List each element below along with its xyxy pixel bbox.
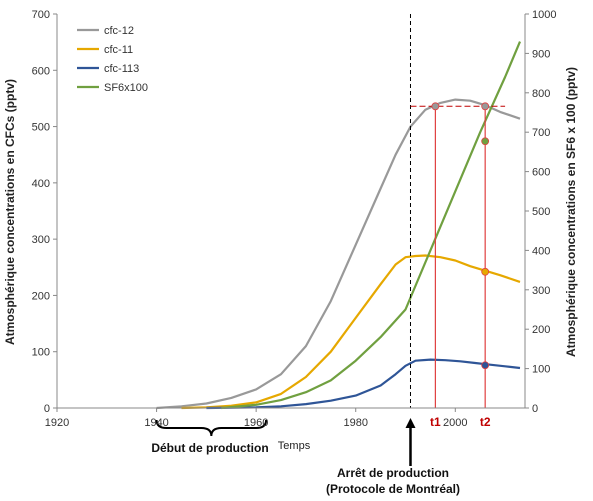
y-right-tick-label: 200: [532, 324, 550, 336]
y-right-tick-label: 500: [532, 206, 550, 218]
x-tick-label: 2000: [443, 417, 467, 429]
y-left-tick-label: 700: [32, 9, 50, 21]
legend-label: cfc-11: [104, 44, 133, 56]
production-start-brace: [155, 419, 268, 437]
y-axis-right-title: Atmosphérique concentrations en SF6 x 10…: [564, 67, 578, 357]
y-right-tick-label: 800: [532, 88, 550, 100]
series-line-sf6x100: [221, 41, 522, 410]
legend: cfc-12 cfc-11 cfc-113 SF6x100: [77, 25, 148, 94]
y-left-tick-label: 300: [32, 234, 50, 246]
y-right-tick-label: 400: [532, 245, 550, 257]
production-start-label: Début de production: [151, 441, 268, 455]
y-left-tick-label: 400: [32, 178, 50, 190]
y-axis-left-title: Atmosphérique concentrations en CFCs (pp…: [3, 79, 17, 345]
x-tick-label: 1920: [45, 417, 69, 429]
y-left-tick-label: 200: [32, 290, 50, 302]
legend-label: cfc-12: [104, 25, 134, 37]
axes-layer: 0 100 200 300 400 500 600 700 0 100 200 300 400 500 60…: [32, 9, 557, 429]
production-stop-label-line2: (Protocole de Montréal): [326, 482, 460, 496]
legend-label: SF6x100: [104, 82, 148, 94]
t1-label: t1: [430, 415, 441, 429]
series-line-cfc-12: [156, 98, 521, 410]
x-axis-title: Temps: [278, 440, 311, 452]
y-right-tick-label: 900: [532, 48, 550, 60]
y-left-tick-label: 500: [32, 122, 50, 134]
y-right-tick-label: 300: [532, 285, 550, 297]
data-point-marker: [431, 102, 440, 111]
t2-label: t2: [480, 415, 491, 429]
y-right-tick-label: 600: [532, 167, 550, 179]
y-left-tick-label: 600: [32, 65, 50, 77]
production-stop-label-line1: Arrêt de production: [337, 466, 449, 480]
marker-layer: t1 t2: [155, 14, 506, 466]
y-right-tick-label: 1000: [532, 9, 556, 21]
x-tick-label: 1940: [144, 417, 168, 429]
y-left-tick-label: 100: [32, 347, 50, 359]
series-line-cfc-113: [206, 358, 521, 410]
y-right-tick-label: 0: [532, 403, 538, 415]
x-tick-label: 1980: [343, 417, 367, 429]
production-stop-arrow-head: [405, 418, 416, 428]
y-right-tick-label: 100: [532, 364, 550, 376]
x-tick-label: 1960: [244, 417, 268, 429]
series-line-cfc-11: [181, 254, 521, 410]
series-layer: [156, 41, 522, 410]
y-right-tick-label: 700: [532, 127, 550, 139]
data-point-marker: [481, 137, 490, 146]
data-point-marker: [481, 361, 490, 370]
y-left-tick-label: 0: [44, 403, 50, 415]
legend-label: cfc-113: [104, 63, 139, 75]
data-point-marker: [481, 102, 490, 111]
data-point-marker: [481, 267, 490, 276]
